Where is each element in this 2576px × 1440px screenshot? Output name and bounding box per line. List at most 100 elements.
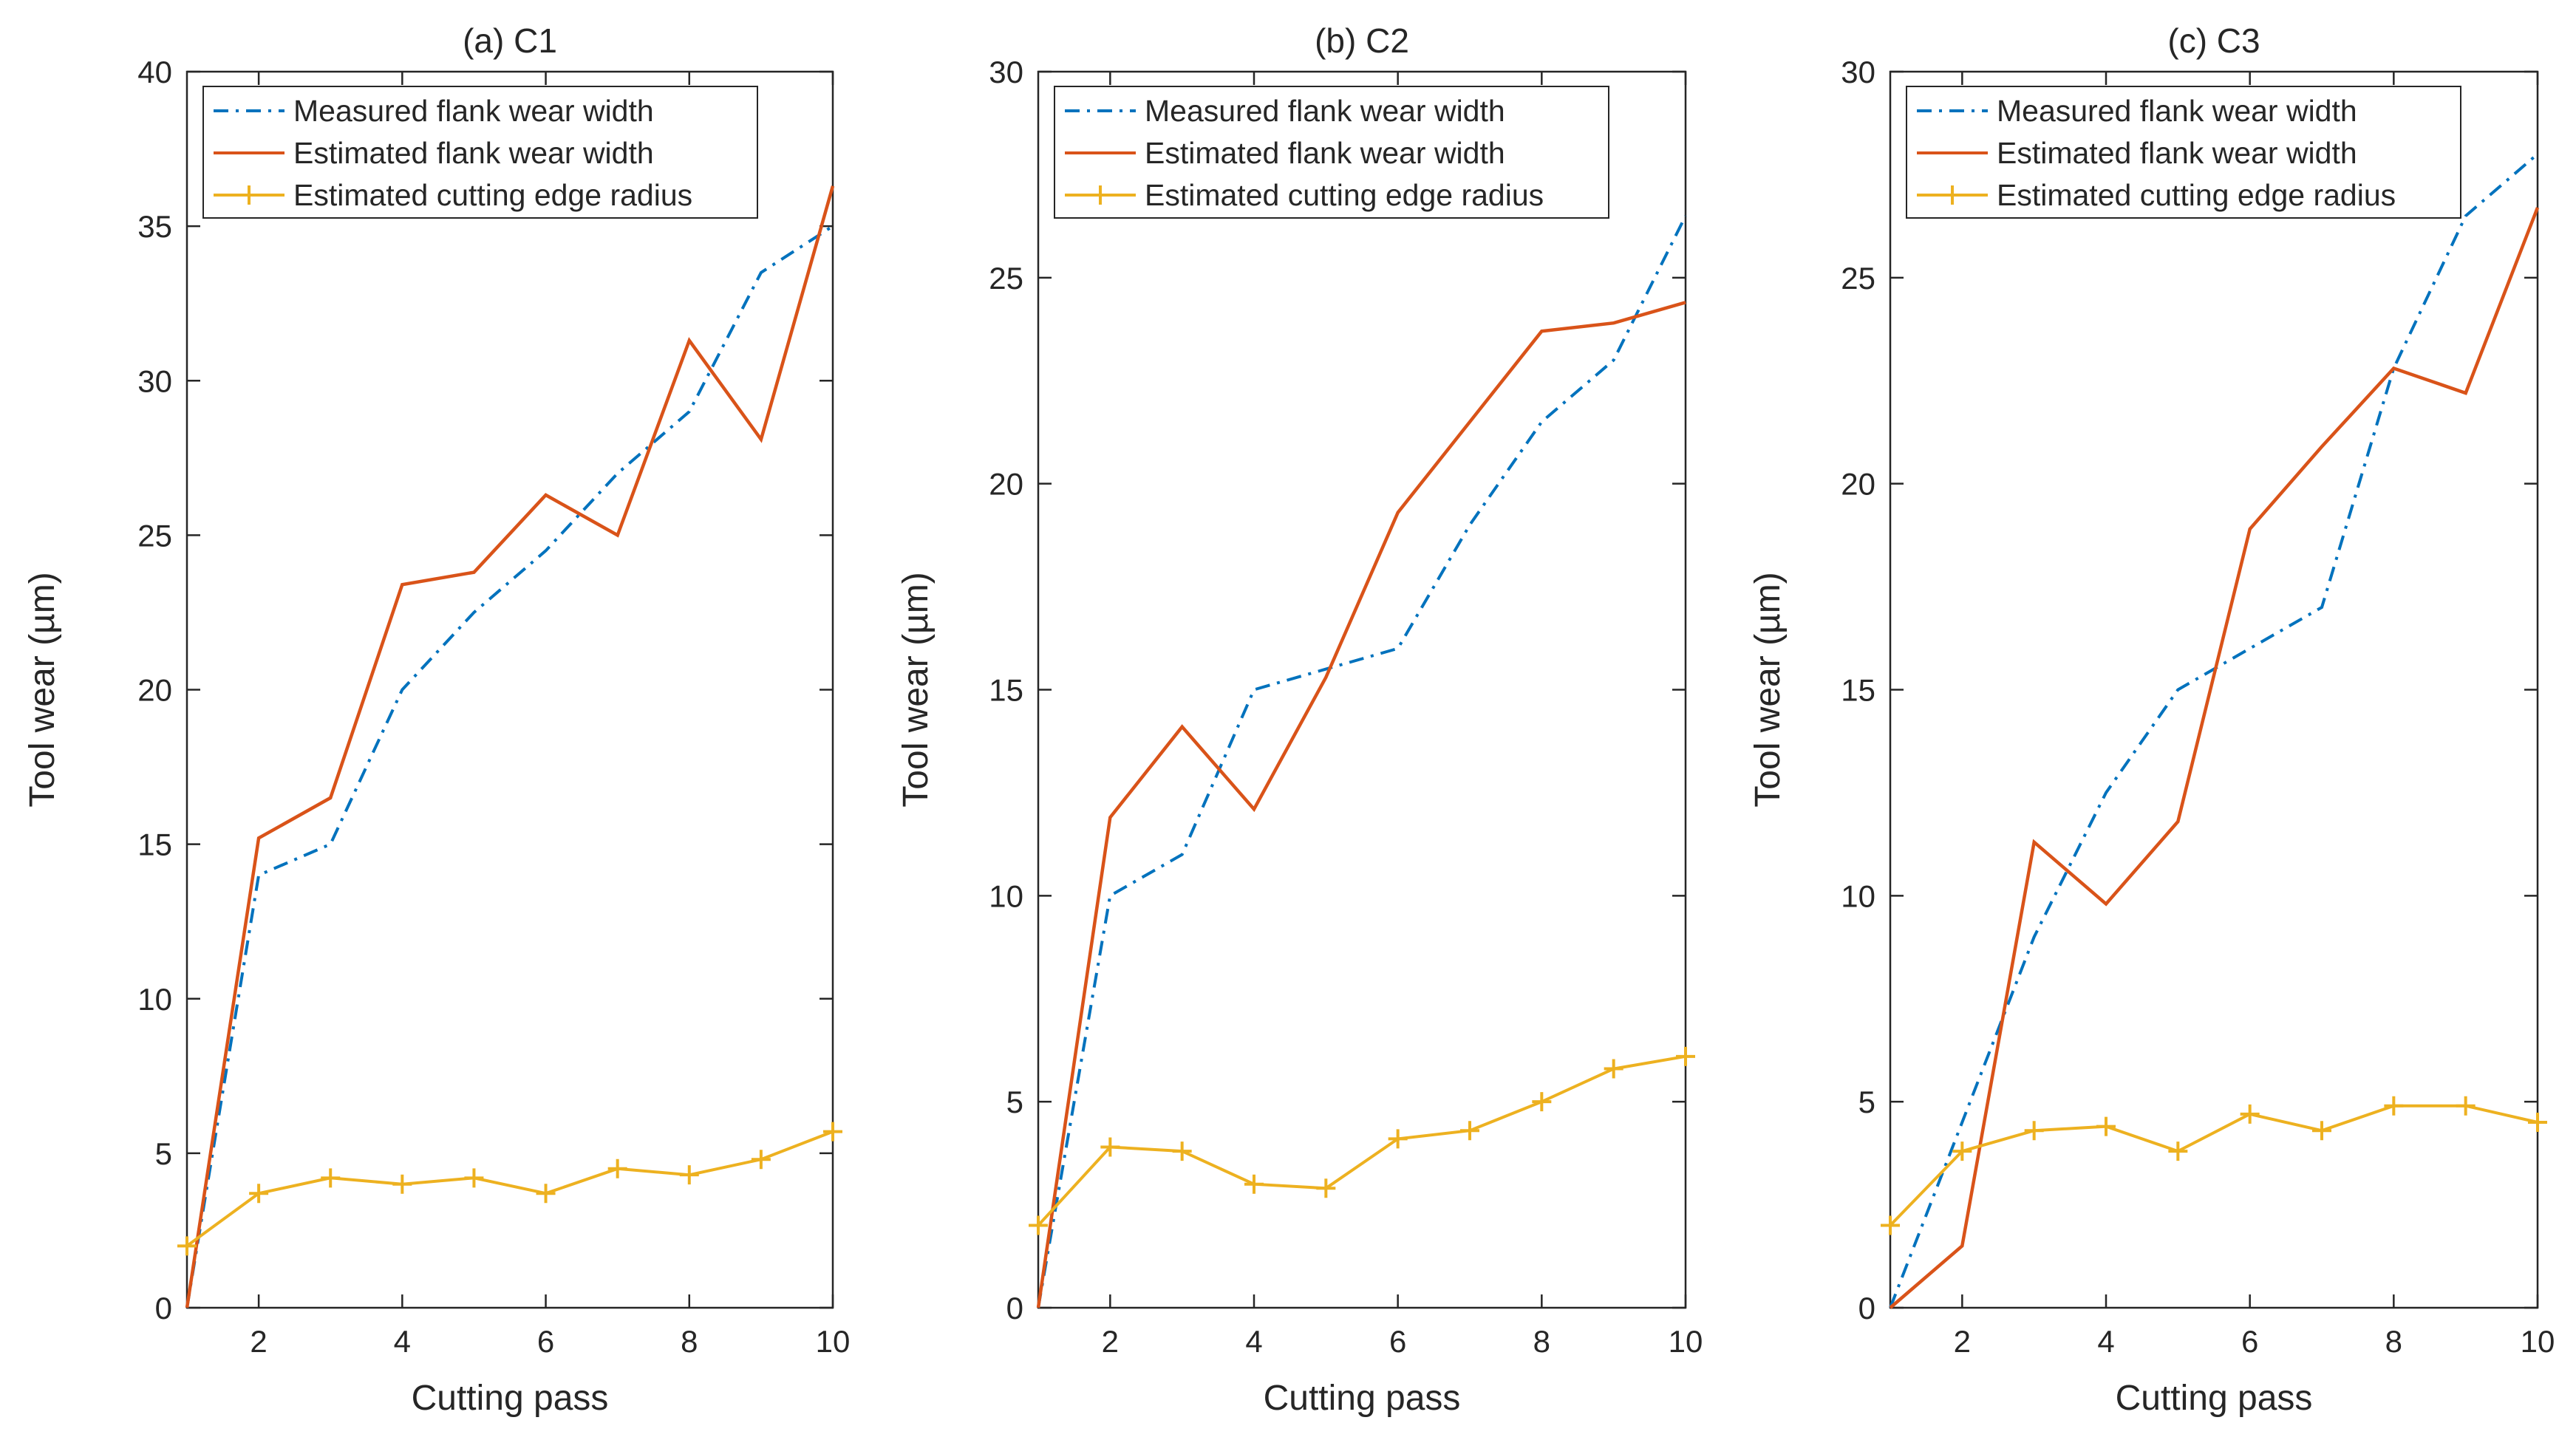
radius-marker xyxy=(2168,1142,2188,1161)
y-tick-label: 15 xyxy=(989,673,1023,708)
radius-marker xyxy=(823,1122,842,1142)
radius-marker xyxy=(2456,1096,2476,1116)
x-tick-label: 8 xyxy=(681,1324,698,1359)
radius-marker xyxy=(321,1168,341,1188)
radius-marker xyxy=(1244,1174,1264,1194)
series-line-measured xyxy=(1037,215,1687,1308)
legend-box xyxy=(1906,86,2461,219)
panel-c3: 0 5 10 15 20 25 30 2 4 6 8 10 (c) C3 Cutting pass Tool… xyxy=(1748,21,2555,1418)
series-line-radius xyxy=(1037,1054,1686,1226)
y-tick-label: 35 xyxy=(137,209,172,244)
y-tick-label: 25 xyxy=(989,261,1023,296)
radius-marker xyxy=(536,1184,556,1204)
radius-marker xyxy=(249,1184,269,1204)
legend-swatch-marker xyxy=(1943,185,1962,205)
radius-marker xyxy=(392,1174,412,1194)
y-axis-label: Tool wear (µm) xyxy=(896,572,936,807)
y-tick-label: 10 xyxy=(137,982,172,1017)
plot-area xyxy=(1889,70,2539,1309)
radius-marker xyxy=(1460,1121,1479,1141)
radius-marker xyxy=(607,1159,627,1178)
x-axis-label: Cutting pass xyxy=(412,1379,609,1418)
series-line-estimated xyxy=(185,185,835,1308)
y-tick-label: 15 xyxy=(1841,673,1875,708)
panel-c1: 0 5 10 15 20 25 30 35 40 2 4 6 8 10 (a) C1 Cutting pass… xyxy=(23,21,850,1418)
x-tick-label: 10 xyxy=(2521,1324,2555,1359)
radius-marker xyxy=(2096,1116,2116,1136)
legend-entry-label: Estimated cutting edge radius xyxy=(1997,178,2396,212)
legend-entry-label: Estimated flank wear width xyxy=(293,136,654,170)
radius-marker xyxy=(2312,1121,2331,1141)
radius-marker xyxy=(1316,1178,1336,1198)
radius-marker xyxy=(177,1236,197,1256)
radius-marker xyxy=(1388,1129,1408,1149)
x-tick-label: 2 xyxy=(250,1324,267,1359)
radius-marker xyxy=(2384,1096,2404,1116)
y-tick-label: 30 xyxy=(1841,55,1875,89)
y-tick-label: 20 xyxy=(1841,467,1875,502)
y-tick-label: 40 xyxy=(137,55,172,89)
legend-swatch-marker xyxy=(239,185,259,205)
legend-entry-label: Estimated flank wear width xyxy=(1145,136,1505,170)
x-axis-label: Cutting pass xyxy=(2116,1379,2313,1418)
x-tick-label: 4 xyxy=(2097,1324,2114,1359)
y-tick-label: 10 xyxy=(989,878,1023,913)
series-line-estimated xyxy=(1036,301,1686,1308)
radius-marker xyxy=(2024,1121,2044,1141)
series-line-radius xyxy=(1889,1104,2538,1226)
legend-entry-label: Measured flank wear width xyxy=(1145,94,1505,128)
panel-c2: 0 5 10 15 20 25 30 2 4 6 8 10 (b) C2 Cutting pass Tool… xyxy=(896,21,1703,1418)
x-axis-label: Cutting pass xyxy=(1264,1379,1461,1418)
y-tick-label: 30 xyxy=(989,55,1023,89)
radius-marker xyxy=(1604,1059,1623,1079)
series-line-estimated xyxy=(1889,207,2540,1309)
x-tick-label: 10 xyxy=(1669,1324,1703,1359)
y-tick-label: 30 xyxy=(137,364,172,398)
x-tick-label: 4 xyxy=(1245,1324,1262,1359)
chart-title: (c) C3 xyxy=(2167,21,2260,60)
y-tick-label: 0 xyxy=(1006,1291,1023,1325)
x-tick-label: 8 xyxy=(2385,1324,2402,1359)
y-tick-label: 20 xyxy=(989,467,1023,502)
chart-title: (a) C1 xyxy=(463,21,557,60)
radius-marker xyxy=(1881,1215,1900,1235)
y-tick-label: 10 xyxy=(1841,878,1875,913)
x-tick-label: 10 xyxy=(816,1324,851,1359)
x-tick-label: 2 xyxy=(1954,1324,1971,1359)
radius-marker xyxy=(751,1150,771,1170)
legend-entry-label: Estimated flank wear width xyxy=(1997,136,2357,170)
radius-marker xyxy=(464,1168,484,1188)
y-tick-label: 25 xyxy=(137,518,172,553)
radius-marker xyxy=(1029,1215,1048,1235)
x-tick-label: 6 xyxy=(537,1324,554,1359)
radius-marker xyxy=(679,1165,699,1185)
legend-box xyxy=(1054,86,1609,219)
plot-area xyxy=(1037,70,1687,1309)
plot-area xyxy=(185,70,834,1309)
x-tick-label: 6 xyxy=(2241,1324,2258,1359)
y-axis-label: Tool wear (µm) xyxy=(23,572,62,807)
y-axis-label: Tool wear (µm) xyxy=(1748,572,1788,807)
y-tick-label: 20 xyxy=(137,673,172,708)
x-tick-label: 2 xyxy=(1102,1324,1119,1359)
radius-marker xyxy=(1532,1092,1552,1112)
y-tick-label: 25 xyxy=(1841,261,1875,296)
radius-marker xyxy=(1952,1142,1972,1161)
y-tick-label: 5 xyxy=(1858,1085,1875,1119)
legend-entry-label: Measured flank wear width xyxy=(1997,94,2357,128)
y-tick-label: 5 xyxy=(155,1136,172,1171)
series-line-measured xyxy=(185,225,834,1308)
radius-marker xyxy=(1100,1137,1120,1157)
y-tick-label: 0 xyxy=(1858,1291,1875,1325)
legend-entry-label: Estimated cutting edge radius xyxy=(293,178,692,212)
y-tick-label: 0 xyxy=(155,1291,172,1325)
x-tick-label: 4 xyxy=(394,1324,411,1359)
radius-marker xyxy=(1676,1046,1695,1066)
legend-box xyxy=(202,86,758,219)
radius-marker xyxy=(2240,1104,2260,1124)
y-tick-label: 5 xyxy=(1006,1085,1023,1119)
chart-title: (b) C2 xyxy=(1315,21,1409,60)
legend-entry-label: Estimated cutting edge radius xyxy=(1145,178,1544,212)
radius-marker xyxy=(2528,1113,2547,1133)
